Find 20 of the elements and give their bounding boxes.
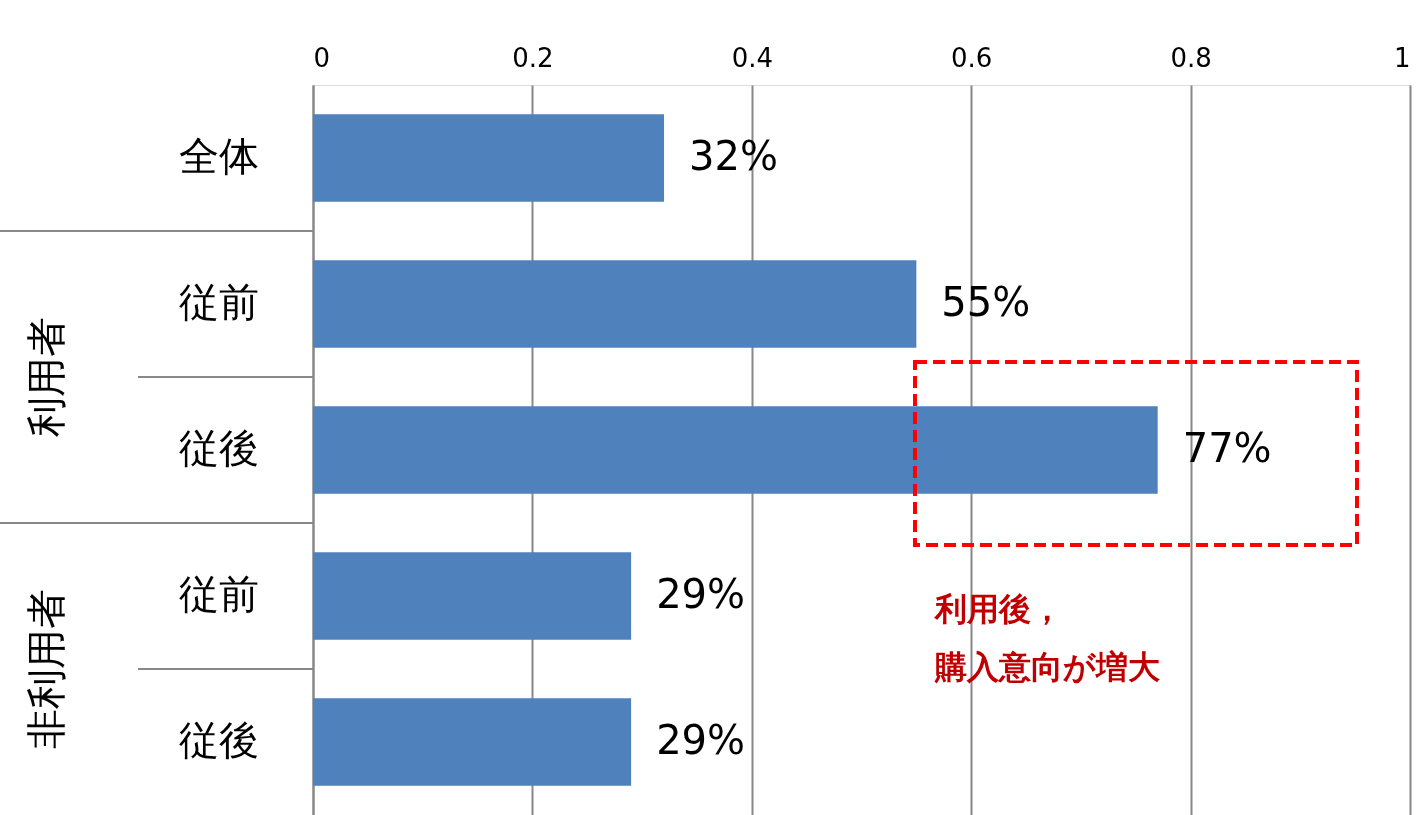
annotation: 購入意向が増大: [934, 648, 1160, 686]
data-label: 29%: [656, 717, 746, 763]
y-tick-label: 従前: [178, 279, 259, 325]
x-tick-label: 0: [313, 42, 331, 73]
data-label: 29%: [656, 571, 746, 617]
x-tick-label: 0.6: [951, 42, 993, 73]
data-label: 77%: [1182, 425, 1272, 471]
text: 非利用者: [23, 589, 69, 749]
y-tick-label: 全体: [178, 133, 259, 179]
text: 利用者: [23, 317, 69, 437]
x-tick-label: 1: [1393, 42, 1411, 73]
y-tick-label: 従後: [178, 717, 259, 763]
annotation: 利用後，: [933, 590, 1063, 628]
data-label: 55%: [941, 279, 1031, 325]
y-tick-label: 従後: [178, 425, 259, 471]
y-tick-label: 従前: [178, 571, 259, 617]
x-tick-label: 0.4: [731, 42, 773, 73]
data-label: 32%: [689, 133, 778, 179]
x-tick-label: 0.2: [512, 42, 554, 73]
x-tick-label: 0.8: [1170, 42, 1212, 73]
